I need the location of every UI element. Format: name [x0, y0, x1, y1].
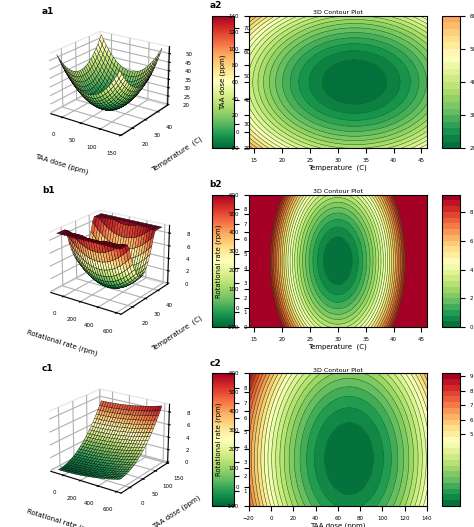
Title: 3D Contour Plot: 3D Contour Plot: [313, 189, 363, 194]
X-axis label: Temperature  (C): Temperature (C): [309, 343, 367, 350]
Y-axis label: Rotational rate (rpm): Rotational rate (rpm): [216, 224, 222, 298]
Y-axis label: TAA dose (ppm): TAA dose (ppm): [219, 54, 226, 110]
X-axis label: Temperature  (C): Temperature (C): [309, 164, 367, 171]
Text: c2: c2: [210, 358, 221, 367]
Text: b2: b2: [210, 180, 222, 189]
Title: 3D Contour Plot: 3D Contour Plot: [313, 11, 363, 15]
Title: 3D Contour Plot: 3D Contour Plot: [313, 368, 363, 373]
Y-axis label: Temperature  (C): Temperature (C): [151, 136, 203, 173]
Y-axis label: Temperature  (C): Temperature (C): [151, 315, 203, 352]
Y-axis label: Rotational rate (rpm): Rotational rate (rpm): [216, 403, 222, 476]
X-axis label: Rotational rate (rpm): Rotational rate (rpm): [26, 329, 98, 357]
X-axis label: TAA dose (ppm): TAA dose (ppm): [310, 522, 365, 527]
Text: c1: c1: [42, 365, 54, 374]
Text: a1: a1: [42, 7, 55, 16]
Text: b1: b1: [42, 186, 55, 194]
X-axis label: Rotational rate (rpm): Rotational rate (rpm): [26, 508, 98, 527]
Y-axis label: TAA dose (ppm): TAA dose (ppm): [152, 494, 202, 527]
X-axis label: TAA dose (ppm): TAA dose (ppm): [34, 153, 89, 175]
Text: a2: a2: [210, 1, 222, 10]
